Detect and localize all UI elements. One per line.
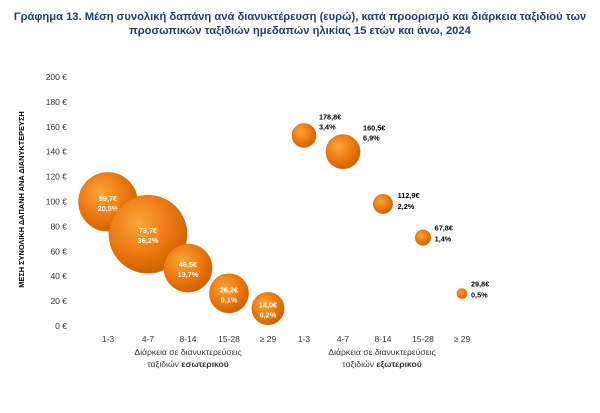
data-label-value: 178,8€ <box>319 113 341 122</box>
x-group-label-line-2: ταξιδιών εξωτερικού <box>342 359 421 369</box>
bubble <box>108 194 188 274</box>
y-tick-label: 100 € <box>46 197 68 207</box>
data-label-value: 160,5€ <box>363 124 385 133</box>
x-group-label-prefix: ταξιδιών <box>147 359 181 369</box>
chart-title: Γράφημα 13. Μέση συνολική δαπάνη ανά δια… <box>0 10 600 38</box>
data-label-share: 9,1% <box>221 295 238 304</box>
x-tick-label: 1-3 <box>102 334 115 344</box>
bubble <box>456 288 468 299</box>
x-group-label-line-1: Διάρκεια σε διανυκτερεύσεις <box>134 347 241 357</box>
x-tick-label: ≥ 29 <box>454 334 471 344</box>
data-label-value: 73,7€ <box>139 226 157 235</box>
y-tick-label: 60 € <box>50 246 67 256</box>
data-label-value: 29,8€ <box>471 280 489 289</box>
y-axis: 0 € 20 € 40 € 60 € 80 € 100 € 120 € 140 € 160 € 1… <box>46 72 68 331</box>
x-group-label-emphasis: εξωτερικού <box>376 359 421 369</box>
data-label-value: 99,7€ <box>99 194 117 203</box>
y-tick-label: 20 € <box>50 296 67 306</box>
data-label-value: 26,2€ <box>220 285 238 294</box>
x-tick-label: 4-7 <box>142 334 155 344</box>
x-group-label-line-2: ταξιδιών εσωτερικού <box>147 359 228 369</box>
y-tick-label: 120 € <box>46 172 68 182</box>
y-tick-label: 80 € <box>50 221 67 231</box>
data-label-share: 20,5% <box>98 204 119 213</box>
x-tick-label: 8-14 <box>179 334 196 344</box>
x-group-label-line-1: Διάρκεια σε διανυκτερεύσεις <box>328 347 435 357</box>
y-tick-label: 40 € <box>50 271 67 281</box>
bubble <box>163 243 213 293</box>
bubble <box>415 229 431 246</box>
bubble <box>251 292 285 326</box>
bubbles: 99,7€20,5% 73,7€36,2% 46,5€13,7% 26,2€9,1% 1… <box>78 113 489 326</box>
bubble <box>373 194 393 214</box>
x-group-label-emphasis: εσωτερικού <box>181 359 228 369</box>
bubble <box>209 273 249 314</box>
y-tick-label: 140 € <box>46 147 68 157</box>
data-label-share: 1,4% <box>435 235 452 244</box>
x-tick-label: 15-28 <box>218 334 240 344</box>
data-label-share: 2,2% <box>398 202 415 211</box>
chart-title-line-1: Γράφημα 13. Μέση συνολική δαπάνη ανά δια… <box>13 11 587 23</box>
bubble <box>325 134 361 170</box>
x-axis: 1-3 4-7 8-14 15-28 ≥ 29 Διάρκεια σε διανυκτερ… <box>102 334 471 369</box>
y-axis-label-group: ΜΕΣΗ ΣΥΝΟΛΙΚΗ ΔΑΠΑΝΗ ΑΝΑ ΔΙΑΝΥΚΤΕΡΕΥΣΗ <box>17 111 26 287</box>
x-tick-label: 1-3 <box>298 334 311 344</box>
y-tick-label: 0 € <box>55 321 67 331</box>
data-label-share: 6,2% <box>260 311 277 320</box>
data-label-share: 36,2% <box>138 236 159 245</box>
data-label-share: 0,5% <box>471 291 488 300</box>
data-label-value: 112,9€ <box>398 191 420 200</box>
bubble <box>291 123 317 148</box>
x-tick-label: 4-7 <box>337 334 350 344</box>
data-label-share: 6,9% <box>363 134 380 143</box>
data-label-value: 14,0€ <box>259 301 277 310</box>
y-tick-label: 160 € <box>46 122 68 132</box>
data-label-share: 3,4% <box>319 123 336 132</box>
x-tick-label: 8-14 <box>374 334 391 344</box>
data-label-share: 13,7% <box>178 270 199 279</box>
y-tick-label: 180 € <box>46 97 68 107</box>
x-tick-label: ≥ 29 <box>260 334 277 344</box>
data-label-value: 46,5€ <box>179 260 197 269</box>
y-axis-label: ΜΕΣΗ ΣΥΝΟΛΙΚΗ ΔΑΠΑΝΗ ΑΝΑ ΔΙΑΝΥΚΤΕΡΕΥΣΗ <box>17 111 26 287</box>
x-tick-label: 15-28 <box>412 334 434 344</box>
y-tick-label: 200 € <box>46 72 68 82</box>
chart-title-line-2: προσωπικών ταξιδιών ημεδαπών ηλικίας 15 … <box>129 25 471 37</box>
data-label-value: 67,8€ <box>435 224 453 233</box>
x-group-label-prefix: ταξιδιών <box>342 359 376 369</box>
